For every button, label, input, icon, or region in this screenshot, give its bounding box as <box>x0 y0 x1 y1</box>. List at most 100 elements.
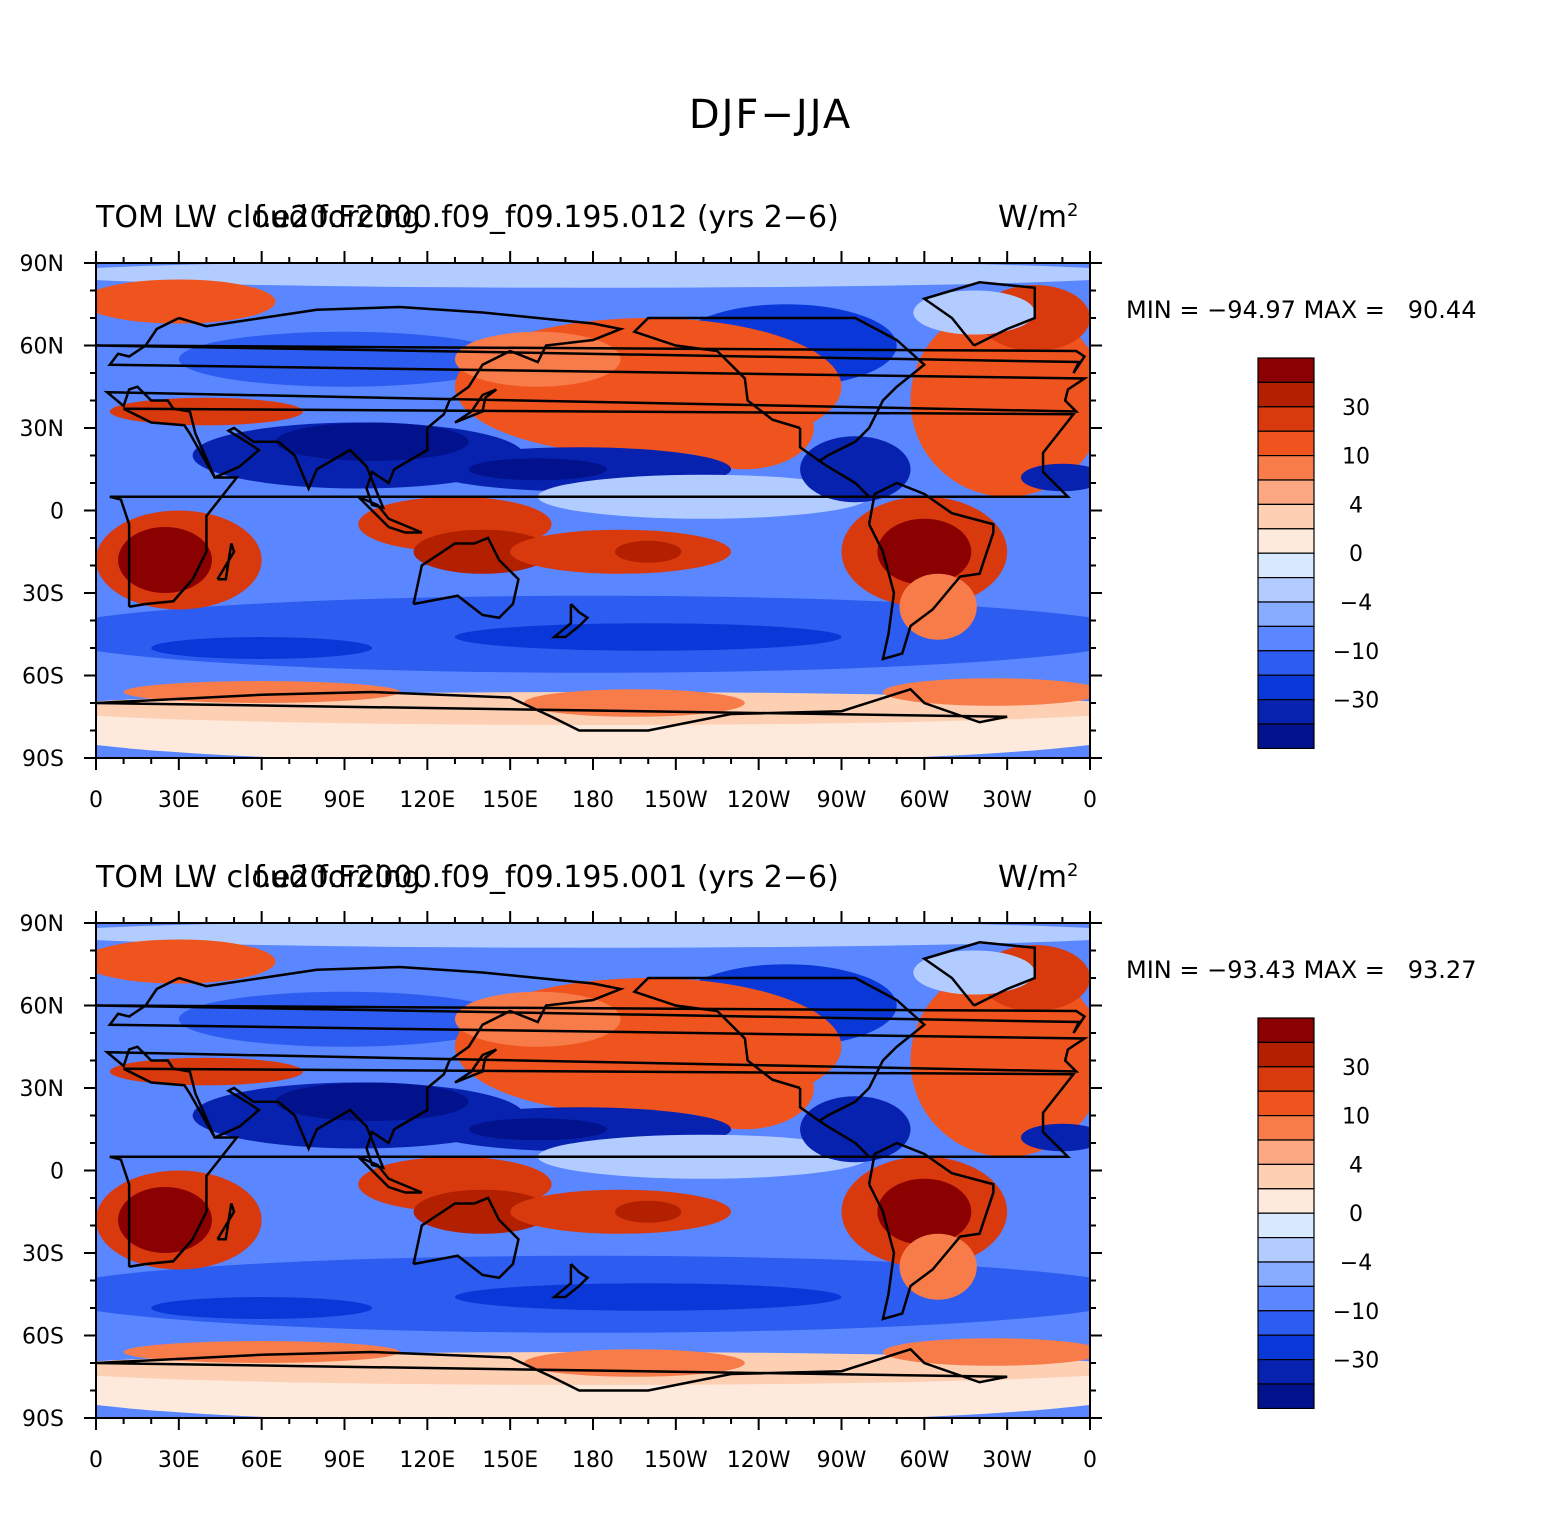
map-panel-1: TOM LW cloud forcing f.e20.F2000.f09_f09… <box>0 200 1541 840</box>
lat-tick-label: 60S <box>22 665 64 690</box>
colorbar-swatch <box>1257 1090 1315 1117</box>
colorbar-swatch <box>1257 454 1315 481</box>
map-plot: 90N 60N 30N 0 30S 60S 90S 0 30E 60E 90E 120E 150E 180… <box>20 911 1102 1473</box>
max-label: MAX = 93.27 <box>1303 956 1477 984</box>
lon-tick-label: 90W <box>817 788 867 813</box>
lon-tick-label: 90E <box>324 788 366 813</box>
lon-tick-label: 0 <box>1083 1448 1097 1473</box>
lat-tick-label: 30N <box>20 417 64 442</box>
axis-ticks <box>84 911 1102 1430</box>
lon-tick-label: 150E <box>482 1448 538 1473</box>
lon-tick-label: 120E <box>399 1448 455 1473</box>
contour-region <box>1020 463 1090 492</box>
contour-region <box>882 678 1090 706</box>
contour-region <box>118 527 212 593</box>
colorbar-swatch <box>1257 406 1315 432</box>
coastline <box>454 1048 498 1084</box>
contour-region <box>913 290 1035 335</box>
contour-region <box>913 950 1035 995</box>
coastline <box>96 687 1008 732</box>
figure-title: DJF−JJA <box>688 92 853 138</box>
colorbar-swatch <box>1257 1188 1315 1214</box>
contour-region <box>454 1283 842 1311</box>
panel-left-title: TOM LW cloud forcing <box>96 860 421 895</box>
lat-tick-label: 60S <box>22 1325 64 1350</box>
lon-tick-label: 60E <box>241 1448 283 1473</box>
lon-tick-label: 30E <box>158 1448 200 1473</box>
contour-region <box>275 422 469 461</box>
lon-tick-label: 0 <box>1083 788 1097 813</box>
lat-tick-label: 90S <box>22 747 64 772</box>
lon-tick-label: 60W <box>899 788 949 813</box>
colorbar-label: 4 <box>1349 493 1363 518</box>
colorbar-swatch <box>1257 577 1315 603</box>
lat-tick-label: 90N <box>20 252 64 277</box>
lon-tick-label: 120E <box>399 788 455 813</box>
contour-region <box>468 458 607 481</box>
contour-region <box>615 1200 682 1223</box>
colorbar-swatch <box>1257 1237 1315 1263</box>
colorbar-swatch <box>1257 430 1315 457</box>
lon-tick-label: 180 <box>572 788 614 813</box>
colorbar-label: 0 <box>1349 1202 1363 1227</box>
lat-tick-label: 90N <box>20 912 64 937</box>
colorbar-swatch <box>1257 1334 1315 1361</box>
contour-region <box>877 1178 972 1245</box>
colorbar-swatch <box>1257 1139 1315 1165</box>
contour-region <box>899 1233 977 1300</box>
lon-tick-label: 150E <box>482 788 538 813</box>
contour-field <box>96 923 1090 1418</box>
lat-tick-label: 30S <box>22 582 64 607</box>
contour-region <box>899 573 977 640</box>
colorbar-swatch <box>1257 625 1315 652</box>
coastline <box>103 305 1089 510</box>
coastline <box>632 316 927 463</box>
colorbar-swatch <box>1257 723 1315 749</box>
contour-region <box>109 1057 304 1086</box>
lon-tick-label: 30W <box>982 1448 1032 1473</box>
colorbar-label: −4 <box>1340 591 1372 616</box>
lon-tick-label: 30E <box>158 788 200 813</box>
coastlines <box>96 940 1089 1392</box>
lon-tick-label: 0 <box>89 788 103 813</box>
lat-tick-label: 30S <box>22 1242 64 1267</box>
colorbar-swatch <box>1257 1310 1315 1336</box>
coastline <box>412 1196 520 1280</box>
coastline <box>216 543 236 581</box>
contour-region <box>1020 1123 1090 1152</box>
lon-tick-label: 90W <box>817 1448 867 1473</box>
lon-tick-label: 30W <box>982 788 1032 813</box>
lon-tick-label: 60W <box>899 1448 949 1473</box>
max-label: MAX = 90.44 <box>1303 296 1477 324</box>
coastline <box>109 407 1076 608</box>
colorbar-swatch <box>1257 1066 1315 1092</box>
min-label: MIN = −93.43 <box>1126 956 1296 984</box>
panel-left-title: TOM LW cloud forcing <box>96 200 421 235</box>
panel-case-title: f.e20.F2000.f09_f09.195.012 (yrs 2−6) <box>254 200 839 235</box>
coastline <box>103 965 1089 1170</box>
colorbar-swatch <box>1257 1212 1315 1239</box>
contour-region <box>413 1189 552 1234</box>
colorbar: 30 10 4 0 −4 −10 −30 <box>1257 1017 1379 1409</box>
coastline <box>632 976 927 1123</box>
lon-tick-label: 0 <box>89 1448 103 1473</box>
lat-tick-label: 90S <box>22 1407 64 1432</box>
contour-region <box>109 397 304 426</box>
panel-case-title: f.e20.F2000.f09_f09.195.001 (yrs 2−6) <box>254 860 839 895</box>
lat-tick-label: 60N <box>20 335 64 360</box>
coastline <box>818 459 870 498</box>
colorbar-label: −10 <box>1333 640 1379 665</box>
contour-region <box>800 1096 911 1163</box>
contour-region <box>151 637 373 659</box>
colorbar-label: 30 <box>1342 396 1370 421</box>
contour-region <box>275 1082 469 1121</box>
colorbar-swatch <box>1257 674 1315 701</box>
coastline <box>921 940 1037 1007</box>
lon-tick-label: 120W <box>727 1448 791 1473</box>
panel-units: W/m2 <box>998 200 1079 235</box>
contour-region <box>96 939 276 984</box>
colorbar-label: 0 <box>1349 542 1363 567</box>
contour-region <box>96 263 1090 288</box>
coastline <box>454 388 498 424</box>
colorbar-label: −4 <box>1340 1251 1372 1276</box>
